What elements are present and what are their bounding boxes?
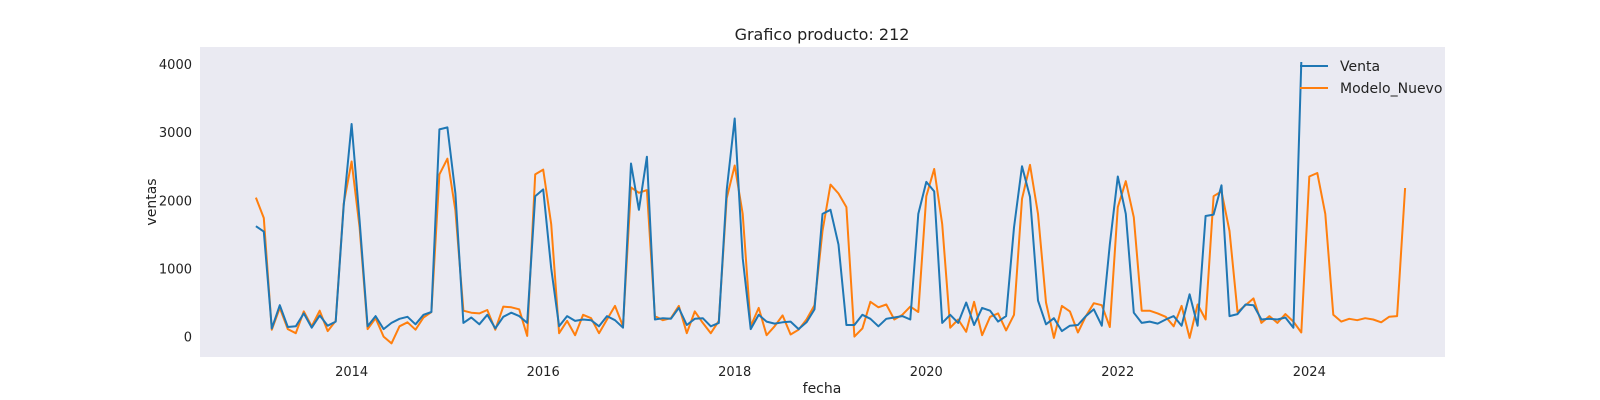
series-line-venta	[255, 61, 1303, 333]
series-line-modelo-nuevo	[254, 157, 1407, 345]
y-tick-label: 2000	[159, 194, 192, 209]
y-tick-label: 0	[184, 331, 192, 346]
x-tick-label: 2018	[718, 365, 751, 380]
x-axis-label: fecha	[803, 381, 842, 397]
y-axis-ticks: 0 1000 2000 3000 4000	[159, 58, 192, 346]
chart-title: Grafico producto: 212	[735, 25, 910, 44]
x-tick-label: 2022	[1101, 365, 1134, 380]
x-tick-label: 2016	[527, 365, 560, 380]
legend-label-venta: Venta	[1340, 59, 1380, 75]
x-tick-label: 2024	[1293, 365, 1326, 380]
y-tick-label: 4000	[159, 58, 192, 73]
legend-label-modelo-nuevo: Modelo_Nuevo	[1340, 81, 1442, 97]
y-axis-label: ventas	[144, 178, 160, 225]
x-axis-ticks: 2014 2016 2018 2020 2022 2024	[335, 365, 1326, 380]
y-tick-label: 1000	[159, 262, 192, 277]
x-tick-label: 2014	[335, 365, 368, 380]
x-tick-label: 2020	[910, 365, 943, 380]
legend: Venta Modelo_Nuevo	[1300, 59, 1442, 97]
series-group	[254, 61, 1407, 345]
y-tick-label: 3000	[159, 126, 192, 141]
